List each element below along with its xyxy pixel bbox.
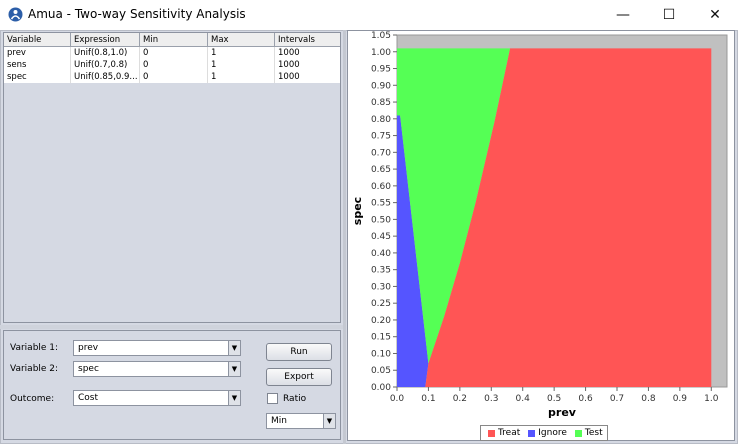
variable1-value: prev [78,343,99,353]
y-tick-label: 0.05 [371,366,391,376]
cell-max[interactable]: 1 [208,59,275,71]
y-tick-label: 0.40 [371,249,391,259]
legend-label-ignore: Ignore [538,428,567,438]
x-tick-label: 0.7 [610,394,624,404]
y-tick-label: 0.95 [371,65,391,75]
x-tick-label: 0.2 [453,394,467,404]
column-header-intervals[interactable]: Intervals [278,35,315,45]
x-tick-label: 0.6 [578,394,593,404]
export-button[interactable]: Export [266,368,332,386]
table-header: Variable Expression Min Max Intervals [4,33,340,47]
y-tick-label: 0.15 [371,333,391,343]
region-treat [425,48,712,388]
cell-max[interactable]: 1 [208,71,275,83]
column-header-max[interactable]: Max [208,33,275,47]
x-tick-label: 0.9 [673,394,688,404]
cell-intervals[interactable]: 1000 [278,48,300,58]
legend-label-test: Test [584,428,603,438]
cell-expression[interactable]: Unif(0.7,0.8) [71,59,140,71]
y-tick-label: 0.60 [371,182,391,192]
y-tick-label: 0.70 [371,148,391,158]
y-tick-label: 0.55 [371,199,391,209]
legend-swatch-test [574,429,582,437]
cell-variable[interactable]: prev [4,47,71,59]
y-axis-label: spec [351,197,364,225]
region-ignore [397,115,429,387]
legend-label-treat: Treat [498,428,521,438]
y-tick-label: 0.45 [371,232,391,242]
chart-legend: Treat Ignore Test [480,425,608,441]
close-button[interactable]: ✕ [709,7,721,23]
outcome-label: Outcome: [10,394,55,404]
y-tick-label: 0.85 [371,98,391,108]
y-tick-label: 0.65 [371,165,391,175]
y-tick-label: 0.25 [371,299,391,309]
y-tick-label: 1.05 [371,31,391,41]
chevron-down-icon[interactable]: ▼ [323,414,335,428]
cell-variable[interactable]: spec [4,71,71,83]
title-bar: Amua - Two-way Sensitivity Analysis — ☐ … [0,0,738,30]
cell-expression[interactable]: Unif(0.8,1.0) [71,47,140,59]
cell-min[interactable]: 0 [140,47,208,59]
cell-expression[interactable]: Unif(0.85,0.9... [71,71,140,83]
cell-intervals[interactable]: 1000 [278,60,300,70]
variable2-select[interactable]: spec ▼ [73,361,241,377]
cell-max[interactable]: 1 [208,47,275,59]
x-tick-label: 0.4 [516,394,531,404]
legend-swatch-treat [488,429,495,437]
x-tick-label: 0.0 [390,394,405,404]
table-row[interactable]: spec Unif(0.85,0.9... 0 1 1000 [4,71,340,83]
x-tick-label: 0.5 [547,394,561,404]
variables-table-panel: Variable Expression Min Max Intervals pr… [3,32,341,323]
legend-swatch-ignore [528,429,536,437]
chevron-down-icon[interactable]: ▼ [228,362,240,376]
y-tick-label: 1.00 [371,48,391,58]
sensitivity-chart[interactable]: 0.00 0.05 0.10 0.15 0.20 0.25 0.30 0.35 0.40 0.45… [347,30,735,441]
table-row[interactable]: prev Unif(0.8,1.0) 0 1 1000 [4,47,340,59]
y-tick-label: 0.20 [371,316,391,326]
y-tick-label: 0.30 [371,282,391,292]
column-header-expression[interactable]: Expression [71,33,140,47]
x-tick-label: 0.8 [641,394,656,404]
variable1-label: Variable 1: [10,343,59,353]
run-button[interactable]: Run [266,343,332,361]
outcome-value: Cost [78,393,99,403]
column-header-variable[interactable]: Variable [4,33,71,47]
maximize-button[interactable]: ☐ [662,7,676,23]
y-tick-label: 0.10 [371,349,391,359]
chevron-down-icon[interactable]: ▼ [228,391,240,405]
app-logo-icon [8,7,23,22]
ratio-label: Ratio [283,394,307,404]
x-tick-label: 0.3 [484,394,498,404]
y-tick-label: 0.80 [371,115,391,125]
min-max-value: Min [271,416,287,426]
horizontal-splitter[interactable] [0,325,344,329]
controls-panel: Variable 1: prev ▼ Variable 2: spec ▼ Ou… [3,330,341,440]
minimize-button[interactable]: — [616,7,630,23]
ratio-checkbox[interactable] [267,393,278,404]
x-tick-label: 0.1 [421,394,435,404]
min-max-select[interactable]: Min ▼ [266,413,336,429]
y-tick-label: 0.90 [371,81,391,91]
cell-variable[interactable]: sens [4,59,71,71]
cell-min[interactable]: 0 [140,71,208,83]
vertical-splitter[interactable] [343,30,346,444]
chevron-down-icon[interactable]: ▼ [228,341,240,355]
outcome-select[interactable]: Cost ▼ [73,390,241,406]
region-test [397,48,511,364]
variable1-select[interactable]: prev ▼ [73,340,241,356]
variable2-value: spec [78,364,99,374]
y-tick-label: 0.50 [371,215,391,225]
y-tick-label: 0.75 [371,132,391,142]
window-title: Amua - Two-way Sensitivity Analysis [28,7,246,21]
table-row[interactable]: sens Unif(0.7,0.8) 0 1 1000 [4,59,340,71]
cell-intervals[interactable]: 1000 [278,72,300,82]
variable2-label: Variable 2: [10,364,59,374]
y-tick-label: 0.00 [371,383,391,393]
x-tick-label: 1.0 [704,394,719,404]
cell-min[interactable]: 0 [140,59,208,71]
x-axis-label: prev [548,406,577,419]
column-header-min[interactable]: Min [140,33,208,47]
y-tick-label: 0.35 [371,266,391,276]
